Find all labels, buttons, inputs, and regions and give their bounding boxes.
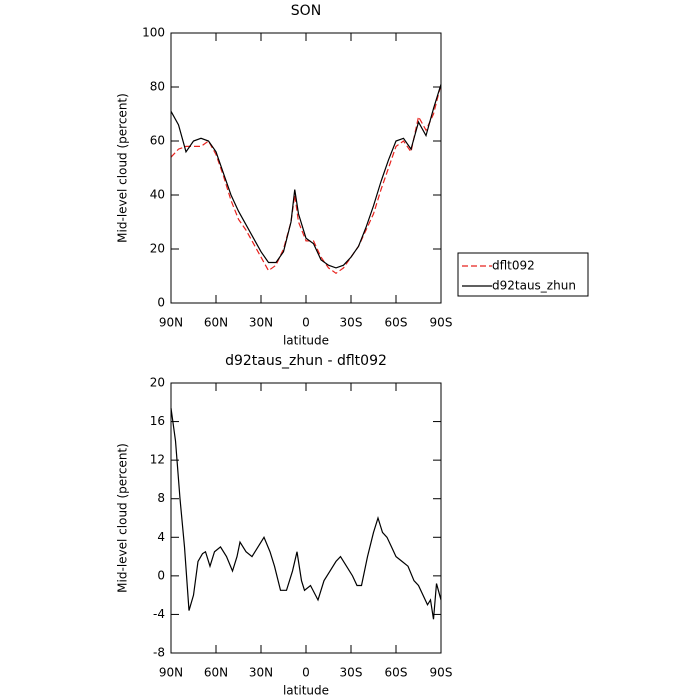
panel: d92taus_zhun - dflt092 latitude Mid-level … [116,353,453,698]
y-tick-label: 0 [157,568,165,582]
y-axis-label: Mid-level cloud (percent) [116,93,130,243]
x-tick-label: 0 [302,316,310,330]
y-tick-label: 4 [157,530,165,544]
y-tick-label: 60 [150,134,165,148]
chart-title: d92taus_zhun - dflt092 [225,353,387,369]
x-axis-label: latitude [283,684,329,698]
x-tick-label: 0 [302,666,310,680]
panel: SON latitude Mid-level cloud (percent) 0 20 4… [116,3,589,348]
y-tick-label: 20 [150,376,165,390]
x-tick-label: 90S [430,316,453,330]
y-tick-label: 40 [150,188,165,202]
x-tick-label: 60N [204,666,228,680]
data-line [170,84,442,269]
x-tick-label: 30N [249,316,273,330]
x-tick-label: 30S [340,316,363,330]
data-line [170,407,442,620]
x-tick-label: 60S [385,316,408,330]
data-line [170,84,442,275]
x-tick-label: 60S [385,666,408,680]
legend-label: d92taus_zhun [492,279,576,293]
y-tick-label: 12 [150,453,165,467]
y-axis-label: Mid-level cloud (percent) [116,443,130,593]
x-tick-label: 30S [340,666,363,680]
plot-frame [170,382,442,654]
x-axis-label: latitude [283,334,329,348]
y-tick-label: 16 [150,414,165,428]
x-tick-label: 90S [430,666,453,680]
legend-box [457,252,589,297]
legend-label: dflt092 [492,259,535,273]
x-tick-label: 60N [204,316,228,330]
y-tick-label: -8 [153,646,165,660]
y-tick-label: 80 [150,80,165,94]
y-tick-label: 100 [142,26,165,40]
y-tick-label: 20 [150,242,165,256]
x-tick-label: 30N [249,666,273,680]
x-tick-label: 90N [159,666,183,680]
y-tick-label: 0 [157,296,165,310]
y-tick-label: 8 [157,491,165,505]
y-tick-label: -4 [153,607,165,621]
legend: dflt092 d92taus_zhun [457,252,589,297]
chart-title: SON [291,3,321,19]
plot-frame [170,32,442,304]
x-tick-label: 90N [159,316,183,330]
